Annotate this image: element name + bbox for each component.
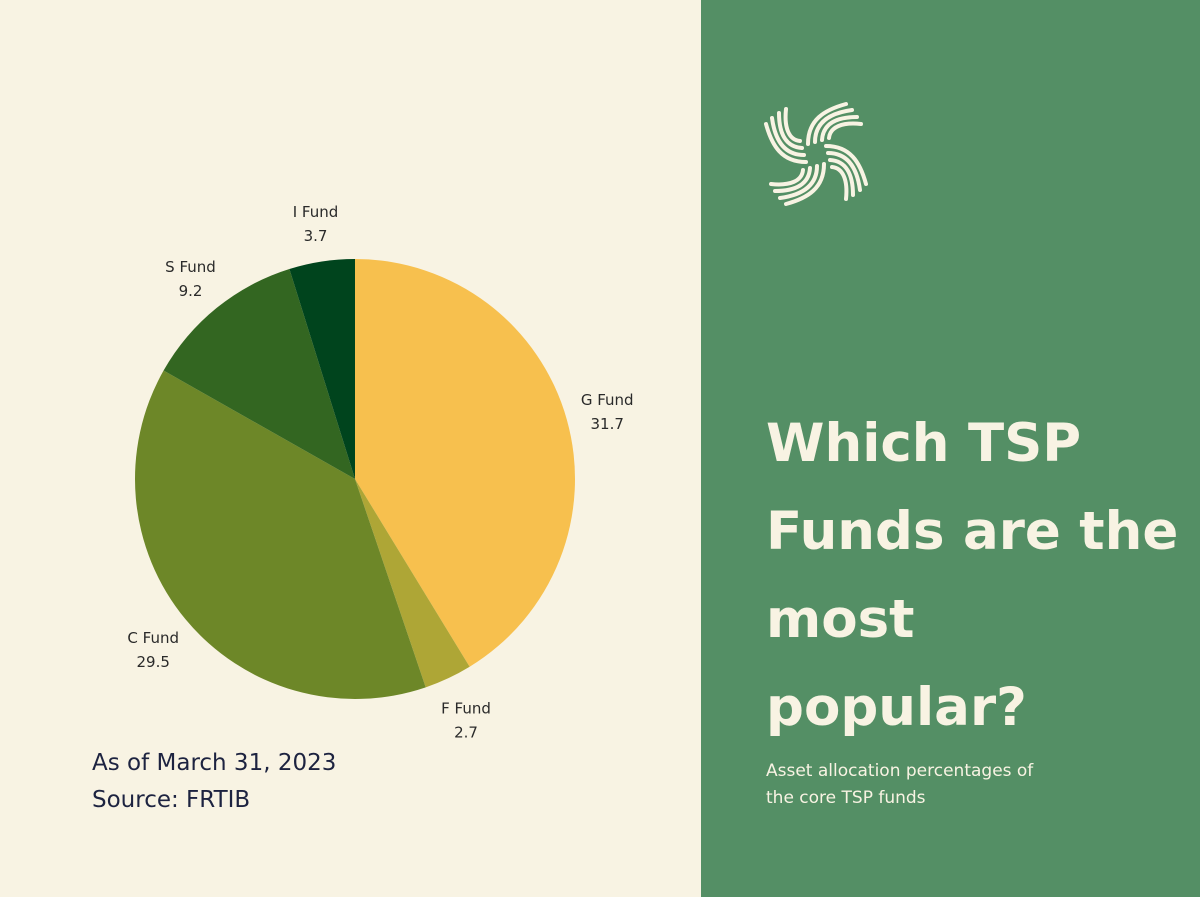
slice-label: I Fund 3.7 (293, 203, 339, 245)
slice-label-value: 31.7 (590, 415, 623, 433)
subtitle-line: Asset allocation percentages of (766, 761, 1034, 781)
slice-label-value: 9.2 (179, 282, 203, 300)
chart-panel: G Fund 31.7 F Fund 2.7 C Fund 29.5 S Fund 9.2 I … (0, 0, 701, 897)
leaf-knot-logo-icon (764, 102, 868, 206)
slice-label: S Fund 9.2 (165, 258, 216, 300)
headline-line: Funds are the (766, 501, 1179, 562)
slice-label: G Fund 31.7 (581, 391, 634, 433)
slice-label-name: I Fund (293, 203, 339, 221)
pie-slice-c-fund (134, 370, 426, 699)
pie-slices (134, 259, 575, 699)
slice-label-name: S Fund (165, 258, 216, 276)
subtitle: Asset allocation percentages of the core… (766, 758, 1096, 812)
slice-label: F Fund 2.7 (441, 699, 491, 741)
headline: Which TSP Funds are the most popular? (766, 400, 1186, 752)
slice-label-value: 3.7 (304, 227, 328, 245)
slice-label-name: C Fund (127, 629, 179, 647)
pie-slice-i-fund (289, 259, 355, 479)
headline-line: Which TSP (766, 413, 1082, 474)
slice-label-name: G Fund (581, 391, 634, 409)
data-source: Source: FRTIB (92, 787, 251, 813)
pie-labels: G Fund 31.7 F Fund 2.7 C Fund 29.5 S Fund 9.2 I … (127, 203, 633, 741)
subtitle-line: the core TSP funds (766, 788, 926, 808)
pie-slice-s-fund (163, 269, 355, 479)
pie-slice-f-fund (355, 479, 470, 688)
as-of-date: As of March 31, 2023 (92, 750, 337, 776)
slice-label-value: 2.7 (454, 723, 478, 741)
slice-label-value: 29.5 (136, 653, 169, 671)
slice-label-name: F Fund (441, 699, 491, 717)
slice-label: C Fund 29.5 (127, 629, 179, 671)
headline-line: most popular? (766, 589, 1027, 738)
pie-slice-g-fund (355, 259, 575, 667)
pie-chart: G Fund 31.7 F Fund 2.7 C Fund 29.5 S Fund 9.2 I … (127, 203, 633, 741)
